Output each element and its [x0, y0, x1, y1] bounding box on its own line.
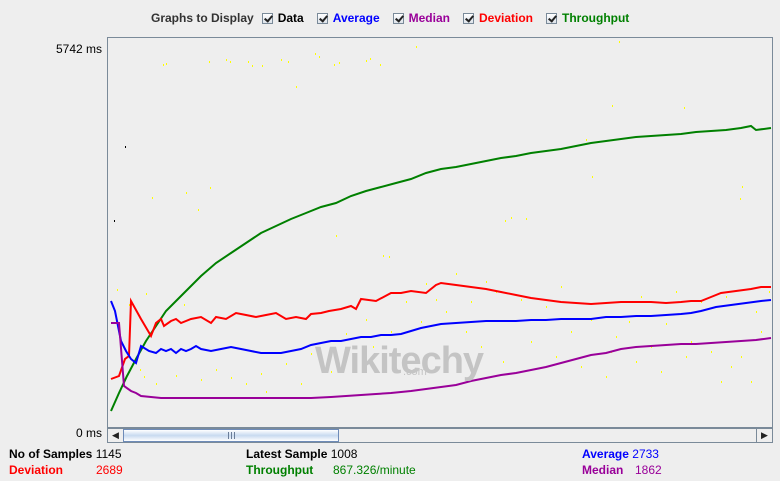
latest-sample-label: Latest Sample — [246, 447, 328, 461]
median-checkbox[interactable] — [392, 12, 404, 24]
y-axis-min-label: 0 ms — [75, 426, 102, 440]
latest-sample-value: 1008 — [330, 447, 358, 461]
y-axis-max-label: 5742 ms — [55, 42, 102, 56]
deviation-line — [110, 281, 771, 380]
throughput-line — [110, 124, 772, 412]
right-arrow-icon: ▶ — [761, 430, 768, 440]
samples-value: 1145 — [95, 447, 122, 461]
deviation-stat-label: Deviation — [9, 463, 64, 477]
median-stat-label: Median — [582, 463, 624, 477]
throughput-checkbox[interactable] — [546, 12, 557, 24]
average-stat-value: 2733 — [632, 447, 659, 461]
left-arrow-icon: ◀ — [112, 430, 119, 440]
legend-title: Graphs to Display — [151, 11, 254, 25]
samples-label: No of Samples — [9, 447, 93, 461]
toggle-average[interactable]: Average — [316, 11, 380, 25]
data-outliers — [114, 146, 126, 222]
average-checkbox[interactable] — [316, 12, 328, 24]
graph-plot-area — [107, 37, 773, 428]
scroll-right-button[interactable]: ▶ — [756, 429, 772, 442]
average-stat-label: Average — [582, 447, 629, 461]
toggle-throughput[interactable]: Throughput — [546, 11, 629, 25]
stat-deviation: Deviation 2689 — [9, 463, 123, 477]
stat-samples: No of Samples 1145 — [9, 447, 122, 461]
horizontal-scrollbar[interactable]: ◀ ▶ — [107, 428, 773, 443]
watermark-logo: Wikitechy — [315, 340, 484, 382]
data-label: Data — [277, 11, 304, 25]
average-label: Average — [332, 11, 380, 25]
scroll-left-button[interactable]: ◀ — [108, 429, 124, 442]
throughput-label: Throughput — [562, 11, 630, 25]
stat-throughput: Throughput 867.326/minute — [246, 463, 416, 477]
average-line — [110, 299, 772, 365]
stat-average: Average 2733 — [582, 447, 659, 461]
stat-latest-sample: Latest Sample 1008 — [246, 447, 357, 461]
toggle-data[interactable]: Data — [261, 11, 304, 25]
deviation-checkbox[interactable] — [462, 12, 474, 24]
toggle-median[interactable]: Median — [392, 11, 450, 25]
grip-icon — [227, 432, 235, 439]
deviation-stat-value: 2689 — [96, 463, 123, 477]
stat-median: Median 1862 — [582, 463, 662, 477]
deviation-label: Deviation — [478, 11, 533, 25]
graphs-to-display-legend: Graphs to Display Data Average Median De… — [151, 11, 642, 25]
median-line — [111, 322, 772, 399]
watermark-domain: .com — [403, 366, 427, 378]
graph-svg — [110, 41, 772, 412]
data-checkbox[interactable] — [261, 12, 273, 24]
throughput-stat-value: 867.326/minute — [333, 463, 416, 477]
throughput-stat-label: Throughput — [246, 463, 314, 477]
median-stat-value: 1862 — [635, 463, 662, 477]
median-label: Median — [408, 11, 450, 25]
toggle-deviation[interactable]: Deviation — [462, 11, 533, 25]
scroll-thumb[interactable] — [123, 429, 339, 442]
